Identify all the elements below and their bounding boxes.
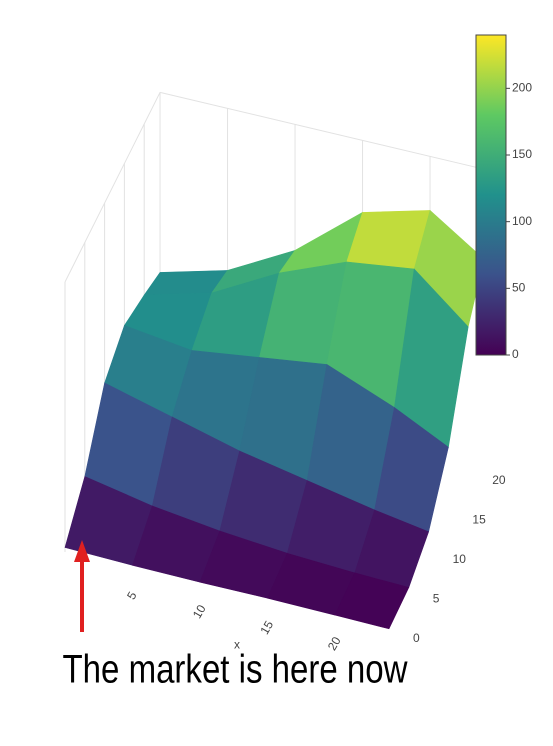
arrow-head <box>74 540 90 562</box>
y-tick-label: 0 <box>413 631 420 645</box>
y-tick-label: 15 <box>472 512 486 526</box>
colorbar <box>475 34 507 356</box>
y-tick-label: 10 <box>453 552 467 566</box>
surface-patch <box>334 572 410 630</box>
annotation: The market is here now <box>63 648 408 692</box>
colorbar-tick-label: 200 <box>512 81 532 95</box>
colorbar-tick-label: 0 <box>512 347 519 361</box>
colorbar-tick-label: 150 <box>512 147 532 161</box>
colorbar-tick-label: 100 <box>512 214 532 228</box>
x-tick-label: 5 <box>124 589 140 602</box>
x-tick-label: 20 <box>325 634 344 653</box>
wall-edge <box>64 92 161 283</box>
wall-edge <box>159 91 485 170</box>
x-axis-title: x <box>234 638 240 652</box>
x-tick-label: 10 <box>190 602 209 621</box>
y-tick-label: 5 <box>433 591 440 605</box>
x-tick-label: 15 <box>257 618 276 637</box>
y-tick-label: 20 <box>492 473 506 487</box>
colorbar-tick-label: 50 <box>512 281 526 295</box>
